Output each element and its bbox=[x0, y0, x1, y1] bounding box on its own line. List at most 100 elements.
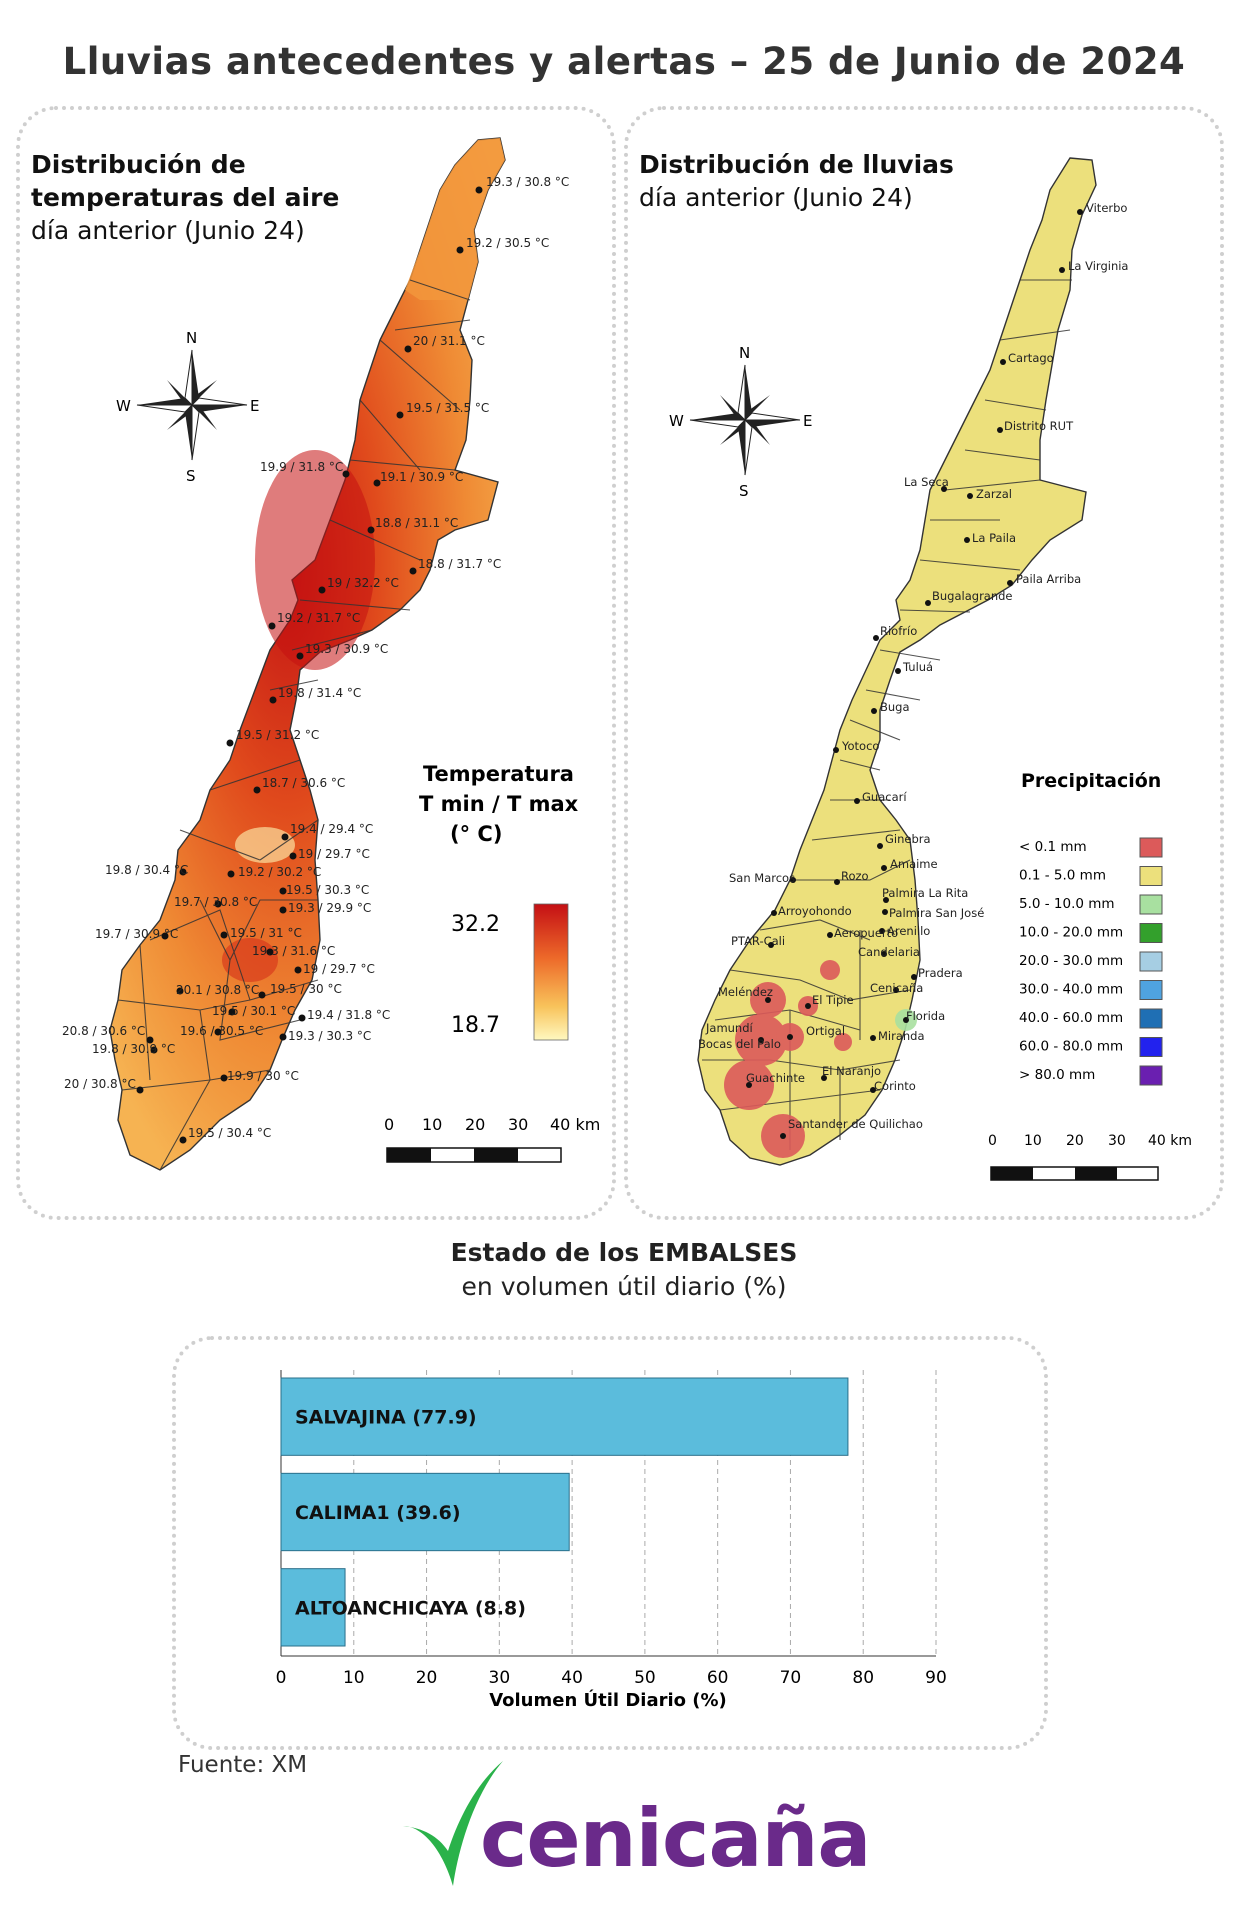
place-label: San Marcos bbox=[729, 871, 795, 885]
x-tick-label: 50 bbox=[634, 1668, 656, 1688]
temperature-panel bbox=[16, 106, 616, 1220]
place-label: Arroyohondo bbox=[778, 904, 852, 918]
station-label: 19 / 29.7 °C bbox=[298, 847, 370, 861]
legend-swatch bbox=[1139, 837, 1163, 858]
place-label: Rozo bbox=[841, 869, 869, 883]
legend-entry-label: < 0.1 mm bbox=[1019, 839, 1087, 855]
legend-swatch bbox=[1139, 951, 1163, 972]
station-label: 18.8 / 31.7 °C bbox=[418, 557, 501, 571]
legend-swatch bbox=[1139, 1037, 1163, 1057]
station-label: 20.1 / 30.8 °C bbox=[176, 983, 259, 997]
station-label: 19.7 / 30.8 °C bbox=[174, 895, 257, 909]
station-label: 19.2 / 30.5 °C bbox=[466, 236, 549, 250]
temperature-panel-title: Distribución de temperaturas del aire dí… bbox=[31, 150, 340, 245]
place-label: Riofrío bbox=[880, 624, 917, 638]
svg-text:10: 10 bbox=[422, 1115, 442, 1134]
legend-min-label: 18.7 bbox=[451, 1013, 500, 1038]
legend-entry-label: 10.0 - 20.0 mm bbox=[1019, 925, 1123, 941]
scale-bar-left: 0 10 20 30 40 km bbox=[384, 1115, 600, 1163]
svg-text:20: 20 bbox=[465, 1115, 485, 1134]
source-note: Fuente: XM bbox=[178, 1752, 308, 1778]
legend-swatch bbox=[1139, 1008, 1163, 1029]
compass-rose-icon: N S E W bbox=[116, 329, 259, 485]
page-title: Lluvias antecedentes y alertas – 25 de J… bbox=[62, 40, 1186, 83]
station-label: 19.3 / 31.6 °C bbox=[252, 944, 335, 958]
maps-svg: 19.3 / 30.8 °C 19.2 / 30.5 °C 20 / 31.1 … bbox=[62, 137, 1192, 1181]
temperature-color-ramp bbox=[533, 903, 569, 1041]
x-tick-label: 20 bbox=[416, 1668, 438, 1688]
legend-title: T min / T max bbox=[419, 792, 579, 816]
legend-title: (° C) bbox=[450, 822, 502, 846]
x-tick-label: 90 bbox=[925, 1668, 947, 1688]
station-label: 19 / 32.2 °C bbox=[327, 576, 399, 590]
place-label: Bugalagrande bbox=[932, 589, 1013, 603]
station-label: 19.4 / 29.4 °C bbox=[290, 822, 373, 836]
station-label: 19.3 / 29.9 °C bbox=[288, 901, 371, 915]
station-label: 19.1 / 30.9 °C bbox=[380, 470, 463, 484]
place-label: La Virginia bbox=[1068, 259, 1128, 273]
place-label: Amaime bbox=[890, 857, 938, 871]
svg-text:0: 0 bbox=[384, 1115, 394, 1134]
svg-text:0: 0 bbox=[988, 1133, 997, 1149]
station-label: 19.5 / 31.5 °C bbox=[406, 401, 489, 415]
legend-entry-label: 20.0 - 30.0 mm bbox=[1019, 953, 1123, 969]
place-label: Guachinte bbox=[746, 1071, 805, 1085]
station-label: 19.3 / 30.3 °C bbox=[288, 1029, 371, 1043]
place-label: Pradera bbox=[918, 966, 963, 980]
place-label: Yotoco bbox=[841, 739, 879, 753]
station-label: 19.5 / 31.2 °C bbox=[236, 728, 319, 742]
legend-swatch bbox=[1139, 894, 1163, 915]
x-tick-label: 40 bbox=[561, 1668, 583, 1688]
place-label: Buga bbox=[880, 700, 910, 714]
legend-swatch bbox=[1139, 980, 1163, 1000]
place-label: Ortigal bbox=[806, 1024, 845, 1038]
svg-text:30: 30 bbox=[508, 1115, 528, 1134]
place-label: Aeropuerto bbox=[834, 926, 898, 940]
legend-entry-label: 60.0 - 80.0 mm bbox=[1019, 1039, 1123, 1055]
place-label: El Naranjo bbox=[822, 1064, 881, 1078]
x-tick-label: 60 bbox=[707, 1668, 729, 1688]
station-label: 19.3 / 30.9 °C bbox=[305, 642, 388, 656]
place-label: Miranda bbox=[878, 1029, 925, 1043]
svg-text:40 km: 40 km bbox=[1148, 1133, 1192, 1149]
place-label: Zarzal bbox=[976, 487, 1012, 501]
compass-s-label: S bbox=[186, 467, 196, 485]
station-label: 18.8 / 31.1 °C bbox=[375, 516, 458, 530]
legend-entry-label: > 80.0 mm bbox=[1019, 1067, 1095, 1083]
compass-rose-icon: N S E W bbox=[669, 344, 812, 500]
compass-w-label: W bbox=[116, 397, 131, 415]
station-label: 19.9 / 30 °C bbox=[227, 1069, 299, 1083]
station-label: 20 / 31.1 °C bbox=[413, 334, 485, 348]
svg-text:40 km: 40 km bbox=[550, 1115, 600, 1134]
place-label: Distrito RUT bbox=[1004, 419, 1074, 433]
bar-label: ALTOANCHICAYA (8.8) bbox=[295, 1597, 526, 1619]
reservoirs-subtitle: en volumen útil diario (%) bbox=[461, 1272, 787, 1301]
place-label: Cartago bbox=[1008, 351, 1054, 365]
station-label: 19.6 / 30.5 °C bbox=[180, 1024, 263, 1038]
compass-n-label: N bbox=[739, 344, 750, 362]
compass-w-label: W bbox=[669, 412, 684, 430]
x-tick-label: 10 bbox=[343, 1668, 365, 1688]
rain-region bbox=[697, 157, 1097, 1166]
legend-entry-label: 5.0 - 10.0 mm bbox=[1019, 896, 1115, 912]
x-tick-label: 30 bbox=[489, 1668, 511, 1688]
station-label: 19.8 / 30.9 °C bbox=[92, 1042, 175, 1056]
compass-e-label: E bbox=[803, 412, 812, 430]
svg-text:20: 20 bbox=[1066, 1133, 1084, 1149]
place-label: Palmira San José bbox=[889, 906, 984, 920]
svg-text:10: 10 bbox=[1024, 1133, 1042, 1149]
station-label: 19.8 / 31.4 °C bbox=[278, 686, 361, 700]
temperature-legend: Temperatura T min / T max (° C) 32.2 18.… bbox=[419, 762, 579, 1041]
precipitation-legend: Precipitación < 0.1 mm 0.1 - 5.0 mm 5.0 - … bbox=[1019, 770, 1163, 1086]
place-label: PTAR-Cali bbox=[731, 934, 785, 948]
station-label: 19.5 / 31 °C bbox=[230, 926, 302, 940]
x-tick-label: 70 bbox=[780, 1668, 802, 1688]
place-label: Florida bbox=[906, 1009, 945, 1023]
bar-calima1 bbox=[280, 1472, 570, 1552]
legend-max-label: 32.2 bbox=[451, 912, 500, 937]
reservoirs-title: Estado de los EMBALSES bbox=[450, 1238, 798, 1267]
station-label: 19.4 / 31.8 °C bbox=[307, 1008, 390, 1022]
station-label: 19.9 / 31.8 °C bbox=[260, 460, 343, 474]
station-label: 19.5 / 30.3 °C bbox=[286, 883, 369, 897]
place-label: La Paila bbox=[972, 531, 1016, 545]
